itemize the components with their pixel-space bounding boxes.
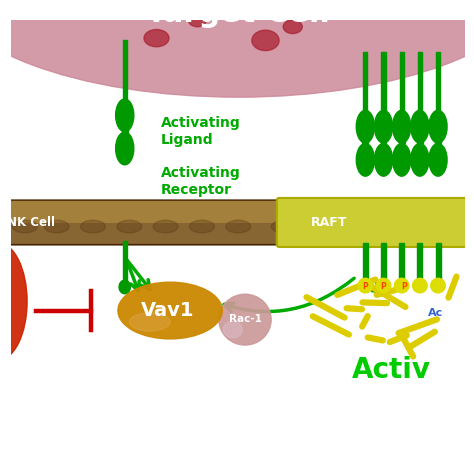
Ellipse shape (144, 29, 169, 47)
Bar (417, 137, 423, 144)
Ellipse shape (356, 144, 374, 176)
Bar (418, 52, 422, 111)
Bar (363, 243, 368, 283)
FancyBboxPatch shape (0, 200, 474, 245)
Bar (436, 52, 440, 111)
Ellipse shape (219, 294, 271, 345)
Bar (400, 52, 404, 111)
Ellipse shape (116, 132, 134, 165)
Ellipse shape (376, 278, 391, 293)
Ellipse shape (392, 110, 411, 143)
Text: Activating
Ligand: Activating Ligand (161, 116, 241, 147)
Ellipse shape (429, 110, 447, 143)
Text: P: P (363, 282, 368, 291)
Ellipse shape (44, 220, 69, 233)
Ellipse shape (12, 220, 37, 233)
Ellipse shape (119, 280, 130, 294)
Ellipse shape (188, 13, 207, 27)
Bar (123, 241, 127, 281)
Ellipse shape (394, 278, 409, 293)
Ellipse shape (81, 220, 105, 233)
Text: Target Cell: Target Cell (146, 0, 330, 27)
Text: Activating
Receptor: Activating Receptor (161, 165, 241, 197)
Ellipse shape (356, 110, 374, 143)
Ellipse shape (77, 0, 236, 18)
Ellipse shape (153, 220, 178, 233)
Bar (435, 137, 441, 144)
Bar (123, 40, 127, 100)
Bar (399, 243, 404, 283)
Bar (382, 52, 385, 111)
Text: P: P (401, 282, 407, 291)
Ellipse shape (116, 99, 134, 132)
Text: RAFT: RAFT (311, 216, 347, 229)
Ellipse shape (392, 144, 411, 176)
Ellipse shape (411, 144, 429, 176)
FancyBboxPatch shape (277, 198, 474, 247)
Bar (399, 137, 405, 144)
Bar (363, 137, 368, 144)
Ellipse shape (226, 220, 251, 233)
Ellipse shape (190, 220, 214, 233)
Text: P: P (381, 282, 386, 291)
Ellipse shape (358, 278, 373, 293)
Ellipse shape (0, 242, 27, 361)
Bar (122, 126, 128, 132)
Text: Ac: Ac (428, 308, 443, 318)
Ellipse shape (271, 220, 296, 233)
Bar (381, 137, 386, 144)
Ellipse shape (117, 220, 142, 233)
Ellipse shape (411, 110, 429, 143)
Ellipse shape (429, 144, 447, 176)
Ellipse shape (374, 144, 392, 176)
Ellipse shape (129, 313, 170, 331)
Text: Rac-1: Rac-1 (228, 314, 262, 324)
Ellipse shape (283, 20, 302, 34)
Bar (381, 243, 386, 283)
FancyBboxPatch shape (0, 201, 474, 223)
Ellipse shape (0, 0, 474, 97)
Bar (436, 243, 440, 283)
Bar (363, 52, 367, 111)
Ellipse shape (374, 110, 392, 143)
Ellipse shape (223, 321, 242, 338)
Bar (417, 243, 422, 283)
Ellipse shape (252, 30, 279, 51)
Text: NK Cell: NK Cell (7, 216, 55, 229)
Ellipse shape (431, 278, 445, 293)
Text: Vav1: Vav1 (141, 301, 195, 320)
Text: Activ: Activ (352, 356, 431, 383)
Ellipse shape (118, 282, 222, 339)
Ellipse shape (412, 278, 427, 293)
